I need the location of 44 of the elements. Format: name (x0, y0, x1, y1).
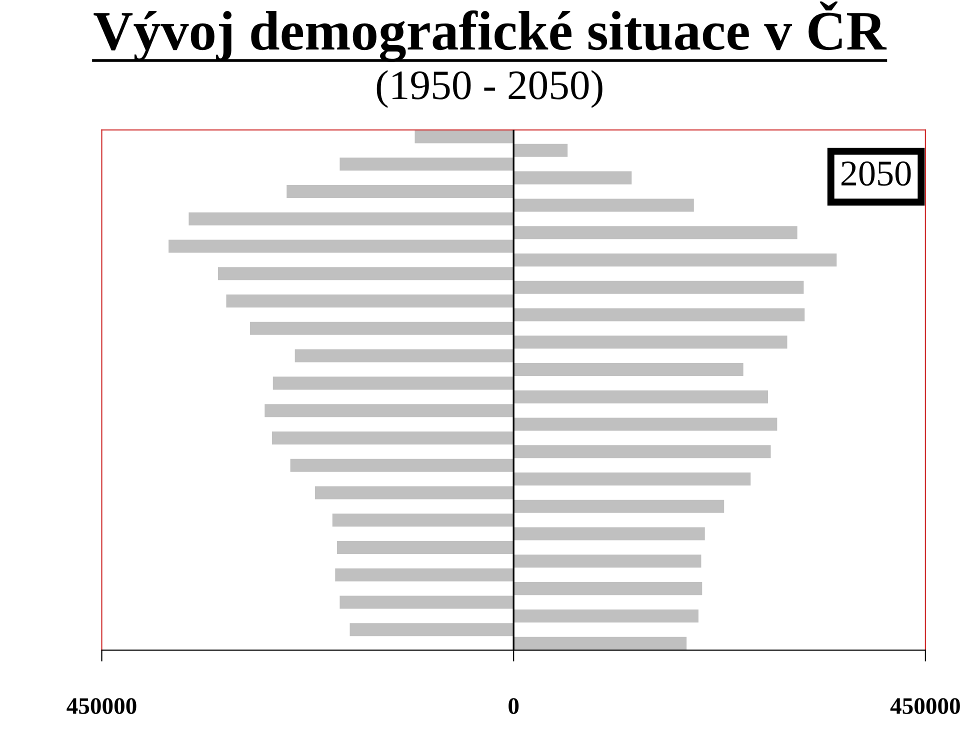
bar (188, 212, 514, 226)
bar (315, 486, 514, 500)
bar (514, 198, 694, 212)
bar (514, 554, 702, 568)
bar (335, 568, 514, 582)
bar (340, 158, 514, 171)
bar (514, 253, 837, 266)
bar (218, 267, 514, 280)
bar (514, 280, 804, 294)
bar (250, 322, 514, 335)
bar (336, 540, 514, 554)
bar (168, 240, 514, 253)
chart-title: Vývoj demografické situace v ČR (94, 1, 887, 62)
x-tick-label: 0 (508, 698, 519, 714)
bar (514, 609, 698, 622)
bar (514, 390, 768, 404)
bar (514, 226, 798, 240)
bar (514, 144, 568, 157)
bar (514, 308, 805, 322)
bar (514, 445, 771, 458)
bar (514, 527, 705, 540)
x-tick-label: 450000 (66, 698, 136, 714)
bar (286, 185, 514, 198)
bar (514, 636, 687, 650)
bar (514, 336, 788, 349)
bar (272, 431, 514, 444)
bar (514, 500, 724, 513)
x-tick-label: 450000 (890, 698, 960, 714)
bar (514, 362, 744, 376)
bar (350, 623, 514, 636)
bar (340, 596, 514, 609)
bar (514, 472, 751, 486)
bar (294, 349, 514, 362)
bar (290, 458, 514, 472)
bar (414, 130, 514, 144)
bar (514, 418, 778, 431)
chart-subtitle: (1950 - 2050) (376, 70, 602, 108)
bar (264, 404, 514, 418)
bar (332, 514, 514, 527)
annotation: 2050 (841, 161, 911, 186)
bar (514, 582, 702, 596)
bar (272, 376, 514, 390)
bar (226, 294, 514, 308)
bar (514, 171, 632, 184)
